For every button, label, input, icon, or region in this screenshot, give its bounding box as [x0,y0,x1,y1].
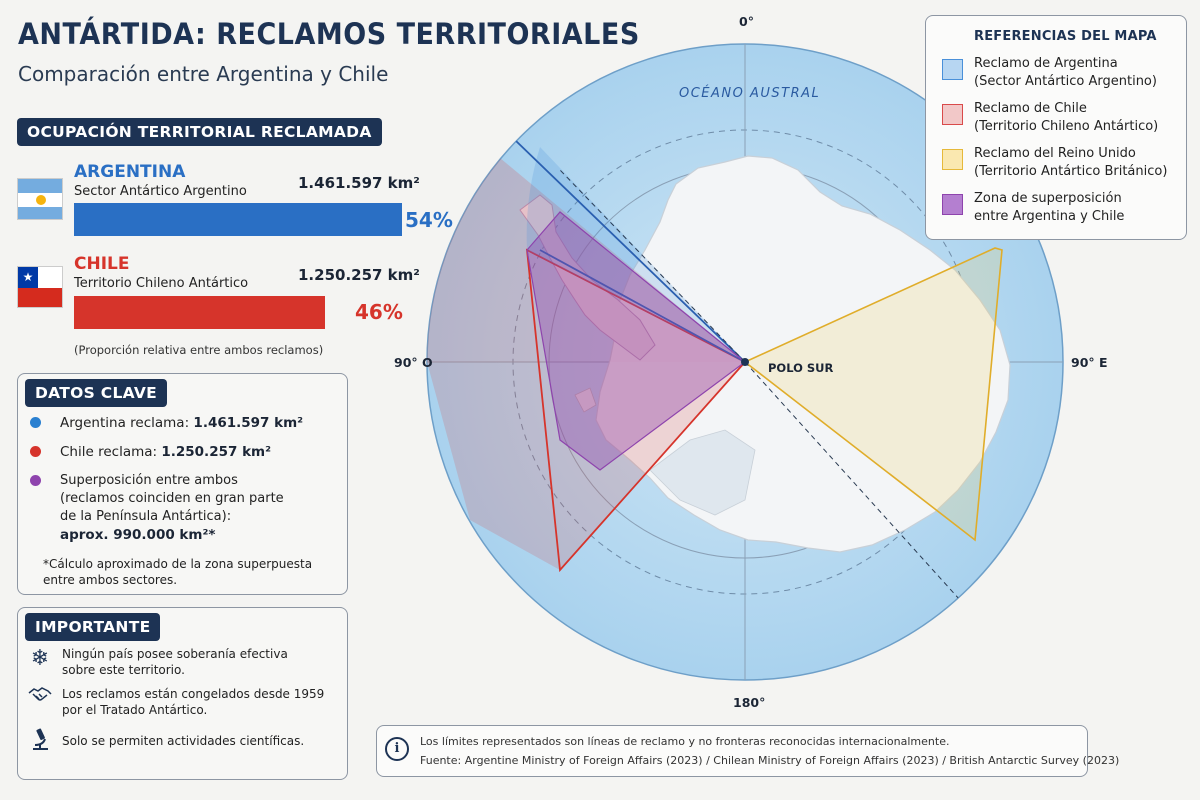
legend-title: REFERENCIAS DEL MAPA [974,29,1157,44]
page-subtitle: Comparación entre Argentina y Chile [18,62,389,86]
chile-flag-icon: ★ [17,266,63,308]
overlap-zone [526,211,746,471]
island [574,387,597,413]
argentina-boundary-2 [539,249,746,363]
important-item-3: Solo se permiten actividades científicas… [62,734,305,748]
chile-area: 1.250.257 km² [298,266,420,284]
legend-item-chile: Reclamo de Chile (Territorio Chileno Antá… [974,101,1159,134]
snowflake-icon: ❄ [30,646,50,671]
key-data-panel [17,373,348,595]
important-heading: IMPORTANTE [25,613,161,641]
overlap-block: Superposición entre ambos (reclamos coin… [60,473,284,543]
map-label-0: 0° [739,14,754,29]
overlap-footnote: *Cálculo aproximado de la zona superpues… [43,557,313,587]
south-pole-label: POLO SUR [768,361,834,375]
ocean-label: OCÉANO AUSTRAL [679,86,821,101]
south-pole-marker [741,358,749,366]
page-title: ANTÁRTIDA: RECLAMOS TERRITORIALES [18,18,640,52]
legend-swatch-overlap [942,194,963,215]
source-footer: i Los límites representados son líneas d… [376,725,1119,777]
legend-item-argentina: Reclamo de Argentina (Sector Antártico Ar… [974,56,1157,89]
uk-claim [743,247,1003,542]
legend-swatch-uk [942,149,963,170]
map-legend: REFERENCIAS DEL MAPA Reclamo de Argentin… [925,15,1187,240]
footer-source: Fuente: Argentine Ministry of Foreign Af… [420,754,1120,767]
overlap-dot-icon [30,475,41,486]
legend-swatch-argentina [942,59,963,80]
info-icon: i [385,737,409,761]
map-label-90w: 90° O [394,355,433,370]
legend-item-overlap: Zona de superposición entre Argentina y C… [974,191,1125,224]
chile-claim-lower [427,362,745,570]
chile-claim-upper [427,158,745,362]
chile-name: CHILE [74,254,130,274]
chile-sector: Territorio Chileno Antártico [74,276,249,291]
map-label-90e: 90° E [1071,355,1108,370]
argentina-claim-line: Argentina reclama: 1.461.597 km² [60,415,304,431]
proportion-note: (Proporción relativa entre ambos reclamo… [74,343,324,357]
handshake-icon [27,685,53,710]
argentina-dot-icon [30,417,41,428]
argentina-sector: Sector Antártico Argentino [74,184,247,199]
ross-ice-shelf [649,429,756,516]
important-item-2: Los reclamos están congelados desde 1959… [62,687,325,717]
chile-bar [74,296,326,329]
argentina-name: ARGENTINA [74,162,186,182]
legend-swatch-chile [942,104,963,125]
argentina-flag-icon [17,178,63,220]
microscope-icon [27,727,53,757]
argentina-percent: 54% [405,208,453,232]
chile-claim-line: Chile reclama: 1.250.257 km² [60,444,272,460]
chile-claim-boundary [525,248,747,573]
occupation-heading: OCUPACIÓN TERRITORIAL RECLAMADA [17,118,382,146]
legend-item-uk: Reclamo del Reino Unido (Territorio Antár… [974,146,1168,179]
argentina-boundary [514,139,746,363]
chile-dot-icon [30,446,41,457]
key-data-heading: DATOS CLAVE [25,379,168,407]
antarctic-peninsula [519,194,656,361]
footer-disclaimer: Los límites representados son líneas de … [420,735,950,748]
argentina-bar [74,203,402,236]
argentina-area: 1.461.597 km² [298,174,420,192]
map-label-180: 180° [733,695,766,710]
chile-percent: 46% [355,300,403,324]
important-item-1: Ningún país posee soberanía efectiva sobr… [62,647,288,677]
